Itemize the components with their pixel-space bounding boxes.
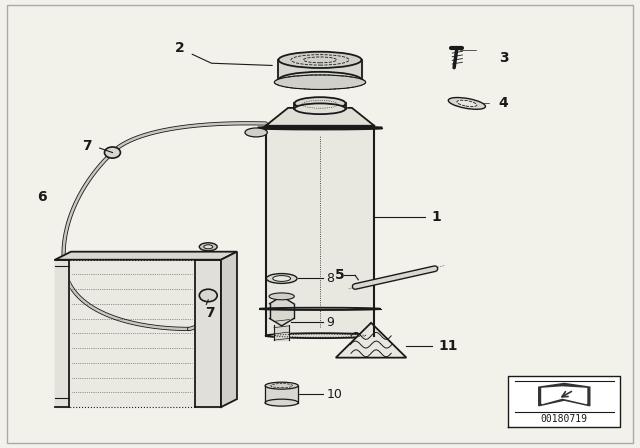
Polygon shape — [542, 387, 587, 404]
Ellipse shape — [457, 100, 477, 107]
Text: 4: 4 — [499, 96, 509, 110]
Ellipse shape — [448, 98, 486, 109]
Ellipse shape — [273, 276, 291, 281]
Ellipse shape — [278, 52, 362, 68]
Ellipse shape — [275, 75, 365, 90]
Polygon shape — [278, 60, 362, 80]
Ellipse shape — [278, 72, 362, 88]
Polygon shape — [508, 376, 620, 427]
Ellipse shape — [266, 124, 374, 128]
Polygon shape — [294, 103, 346, 111]
Ellipse shape — [199, 243, 217, 251]
Ellipse shape — [266, 274, 297, 284]
Text: 2: 2 — [175, 41, 184, 55]
Polygon shape — [265, 386, 298, 403]
Ellipse shape — [294, 103, 346, 114]
Bar — [55, 260, 221, 407]
Ellipse shape — [269, 293, 294, 300]
Text: 6: 6 — [37, 190, 47, 204]
Polygon shape — [55, 260, 69, 407]
Ellipse shape — [265, 382, 298, 389]
Text: 3: 3 — [499, 51, 508, 65]
Ellipse shape — [245, 128, 268, 137]
Polygon shape — [539, 383, 590, 406]
Text: 9: 9 — [326, 316, 334, 329]
Ellipse shape — [204, 245, 212, 249]
Polygon shape — [221, 252, 237, 407]
Polygon shape — [55, 252, 237, 260]
Polygon shape — [195, 260, 221, 407]
Text: 00180719: 00180719 — [541, 414, 588, 424]
Text: 11: 11 — [438, 339, 458, 353]
Polygon shape — [266, 108, 374, 126]
Polygon shape — [336, 323, 406, 358]
Ellipse shape — [266, 333, 374, 338]
Text: 5: 5 — [335, 268, 344, 282]
Text: 1: 1 — [432, 210, 442, 224]
Text: 7: 7 — [205, 306, 215, 320]
Ellipse shape — [199, 289, 217, 302]
Ellipse shape — [294, 97, 346, 110]
Polygon shape — [274, 325, 289, 340]
Text: 7: 7 — [82, 139, 92, 153]
Ellipse shape — [265, 399, 298, 406]
Text: 10: 10 — [326, 388, 342, 401]
Ellipse shape — [104, 147, 120, 158]
Polygon shape — [269, 296, 294, 326]
FancyBboxPatch shape — [266, 126, 374, 336]
Text: 8: 8 — [326, 272, 334, 285]
